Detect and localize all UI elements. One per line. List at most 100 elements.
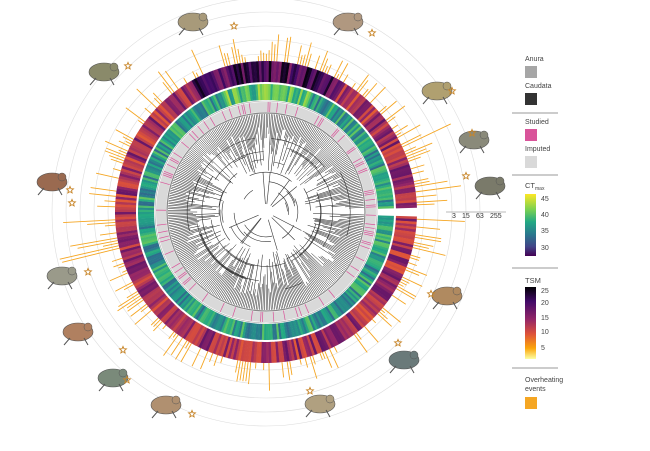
- tsm-cell: [115, 211, 137, 215]
- overheating-bar: [168, 331, 175, 340]
- overheating-bar: [136, 88, 157, 109]
- tree-branch: [176, 244, 196, 254]
- ctmax-cell: [324, 306, 336, 321]
- ctmax-cell: [363, 265, 379, 276]
- tree-branch: [270, 114, 279, 172]
- tsm-cell: [281, 62, 288, 84]
- ctmax-cell: [144, 170, 161, 178]
- tsm-cell: [151, 296, 169, 313]
- ctmax-cell: [151, 262, 167, 272]
- ctmax-cell: [277, 323, 282, 340]
- tsm-cell: [277, 341, 282, 363]
- overheating-bar: [232, 39, 239, 64]
- tsm-cell: [120, 167, 142, 177]
- tsm-cell: [134, 276, 155, 290]
- ctmax-cell: [377, 203, 394, 207]
- tsm-cell: [303, 67, 313, 89]
- ctmax-cell: [233, 87, 240, 104]
- tsm-cell: [391, 171, 413, 180]
- tsm-cell: [266, 341, 269, 363]
- frog-icon: [62, 322, 94, 346]
- tsm-cell: [191, 79, 205, 99]
- animal-leg: [422, 96, 430, 105]
- overheating-bar: [138, 119, 144, 125]
- ctmax-cell: [177, 293, 191, 307]
- animal-leg: [475, 191, 483, 200]
- studied-tick: [228, 108, 233, 118]
- tree-branch: [179, 166, 213, 185]
- star-marker: [426, 289, 436, 298]
- overheating-bar: [118, 140, 131, 147]
- ctmax-cell: [200, 308, 211, 324]
- phylogenetic-tree: [168, 113, 364, 311]
- overheating-bar: [126, 290, 138, 299]
- ctmax-cell: [337, 113, 350, 128]
- overheating-bar: [89, 193, 116, 197]
- tsm-cell: [117, 180, 139, 188]
- tsm-cell: [119, 242, 141, 251]
- tsm-cell: [345, 92, 361, 111]
- overheating-bar: [336, 73, 340, 79]
- ctmax-cell: [267, 323, 271, 340]
- tree-branch: [173, 178, 223, 197]
- ctmax-cell: [325, 103, 336, 118]
- tsm-cell: [153, 109, 171, 126]
- tree-branch: [183, 158, 207, 174]
- ctmax-cell: [363, 149, 379, 159]
- tree-arc: [201, 175, 214, 241]
- tree-arc: [219, 209, 231, 241]
- tree-arc: [281, 225, 295, 239]
- tsm-cell: [123, 255, 145, 266]
- ctmax-cell: [279, 84, 285, 102]
- ctmax-cell: [261, 84, 265, 101]
- tsm-cell: [379, 137, 399, 151]
- tree-branch: [223, 123, 240, 157]
- ctmax-cell: [362, 147, 378, 158]
- tsm-cell: [247, 341, 253, 363]
- tsm-cell: [173, 314, 189, 334]
- studied-tick: [328, 289, 336, 298]
- tsm-cell: [334, 321, 348, 341]
- ctmax-cell: [263, 323, 267, 340]
- animal-head: [353, 12, 363, 22]
- studied-tick: [347, 148, 356, 155]
- tsm-cell: [115, 196, 137, 201]
- animal-head: [325, 394, 335, 404]
- ctmax-cell: [368, 160, 385, 170]
- tsm-cell: [115, 193, 137, 199]
- tree-branch: [188, 151, 214, 172]
- tsm-cell: [222, 66, 232, 88]
- tsm-cell: [286, 62, 293, 85]
- overheating-bar: [416, 203, 435, 206]
- tree-arc: [218, 180, 232, 216]
- tsm-cell: [290, 63, 298, 85]
- tree-branch: [187, 247, 219, 271]
- animal-leg: [479, 145, 485, 154]
- overheating-bar: [63, 219, 116, 223]
- tree-branch: [168, 215, 219, 221]
- studied-tick: [209, 117, 216, 127]
- tree-branch: [328, 159, 349, 173]
- ctmax-cell: [139, 189, 156, 195]
- ctmax-cell: [373, 177, 390, 184]
- tsm-cell: [375, 131, 395, 145]
- tsm-cell: [305, 334, 316, 356]
- animal-leg: [109, 77, 115, 86]
- tree-branch: [276, 251, 292, 307]
- overheating-bar: [397, 124, 421, 139]
- ctmax-cell: [309, 314, 318, 331]
- tsm-cell: [122, 163, 144, 173]
- overheating-bar: [412, 170, 424, 175]
- ctmax-cell: [372, 171, 389, 179]
- tsm-cell: [393, 181, 415, 189]
- overheating-bar: [191, 49, 204, 75]
- tree-arc: [199, 230, 246, 278]
- tsm-cell: [388, 161, 410, 171]
- tree-branch: [210, 131, 226, 153]
- tree-branch: [302, 134, 327, 166]
- ctmax-cell: [252, 323, 257, 340]
- tree-branch: [168, 218, 197, 223]
- ctmax-cell: [294, 88, 302, 105]
- tsm-cell: [222, 336, 231, 358]
- tree-arc: [299, 192, 321, 256]
